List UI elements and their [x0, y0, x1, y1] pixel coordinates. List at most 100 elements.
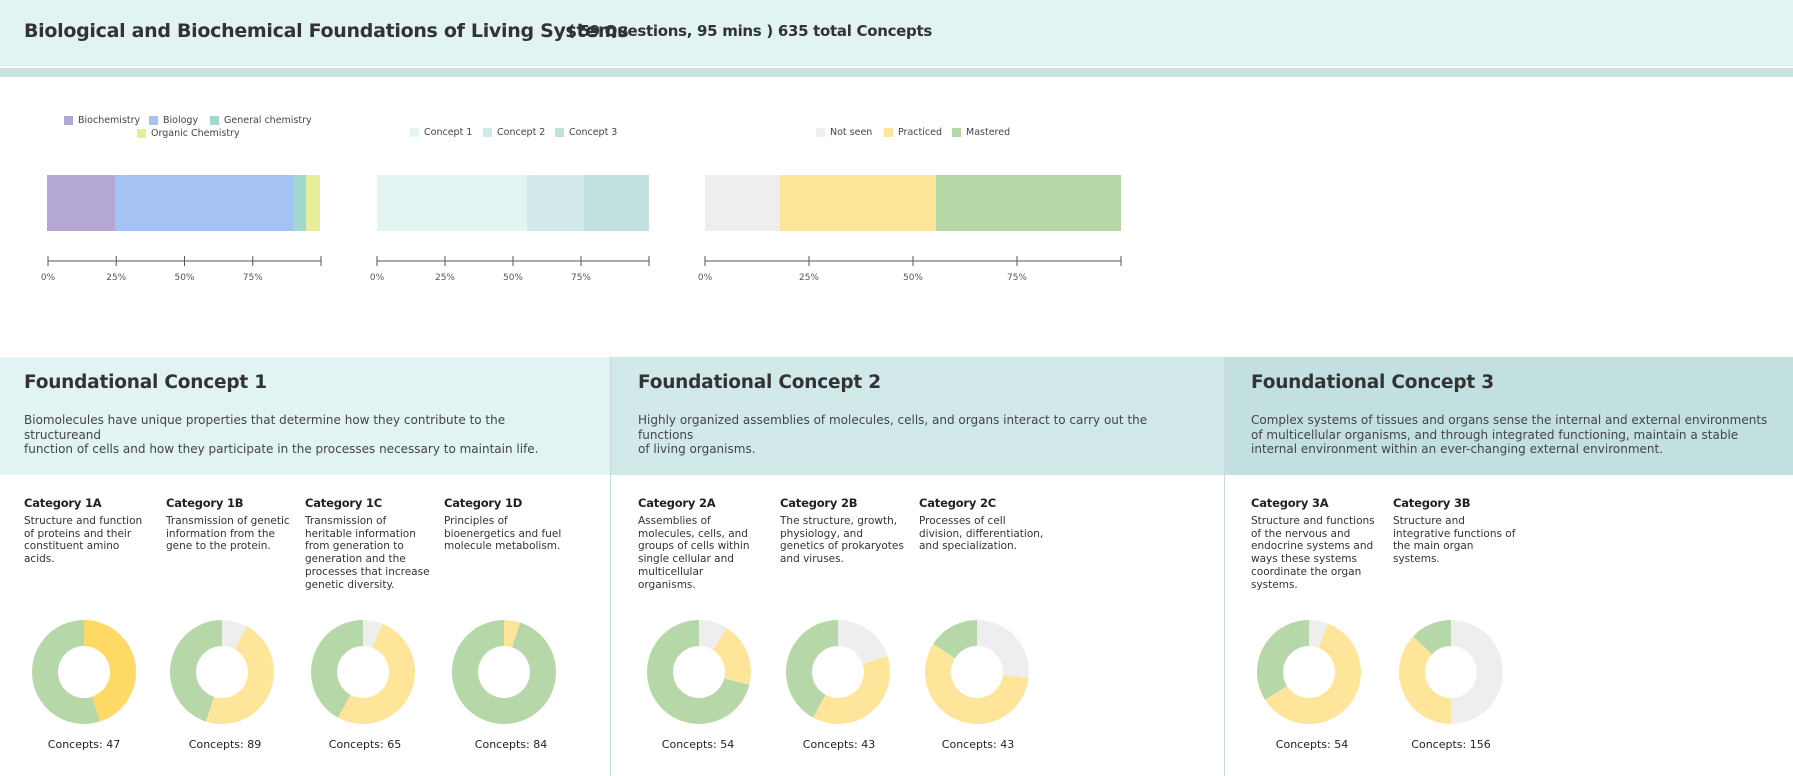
- donut-slice-practiced: [712, 628, 751, 685]
- concept-count-2c: Concepts: 43: [941, 738, 1015, 751]
- bar-segment-concept-3: [583, 175, 649, 231]
- donut-3b: [1399, 620, 1503, 724]
- concepts-bar: [377, 175, 649, 231]
- donut-slice-not-seen: [1309, 620, 1329, 648]
- legend-swatch: [64, 116, 73, 125]
- axis-tick-label: 0%: [370, 273, 385, 283]
- donut-slice-not-seen: [838, 620, 888, 664]
- legend-swatch: [149, 116, 158, 125]
- donut-slice-practiced: [925, 644, 1029, 724]
- concept-2-title: Foundational Concept 2: [638, 372, 881, 393]
- column-divider: [1224, 357, 1225, 776]
- legend-label: Practiced: [898, 127, 942, 138]
- donut-2c: [925, 620, 1029, 724]
- concepts-legend: Concept 1 Concept 2 Concept 3: [410, 127, 650, 141]
- donut-slice-not-seen: [1451, 620, 1503, 724]
- concept-count-1d: Concepts: 84: [474, 738, 548, 751]
- legend-label: Mastered: [966, 127, 1011, 138]
- concept-3-title: Foundational Concept 3: [1251, 372, 1494, 393]
- bar-segment-practiced: [779, 175, 936, 231]
- legend-item-biochemistry: Biochemistry: [64, 115, 140, 126]
- legend-label: Concept 3: [569, 127, 618, 138]
- category-title: Category 2C: [919, 496, 997, 510]
- legend-swatch: [483, 128, 492, 137]
- axis-tick-label: 50%: [903, 273, 923, 283]
- subjects-axis: 0% 25% 50% 75%: [41, 256, 322, 283]
- axis-tick-label: 0%: [41, 273, 56, 283]
- legend-swatch: [952, 128, 961, 137]
- donut-1d: [452, 620, 556, 724]
- category-2c: Category 2C Processes of cell division, d…: [919, 496, 1044, 553]
- legend-label: Not seen: [830, 127, 873, 138]
- legend-label: Biochemistry: [78, 115, 141, 126]
- legend-item-organic-chemistry: Organic Chemistry: [137, 128, 240, 139]
- donut-slice-practiced: [1265, 623, 1361, 724]
- category-description: Structure and integrative functions of t…: [1393, 515, 1516, 566]
- donut-2b: [786, 620, 890, 724]
- legend-swatch: [137, 129, 146, 138]
- bar-segment-concept-2: [526, 175, 584, 231]
- legend-label: Organic Chemistry: [151, 128, 240, 139]
- legend-swatch: [884, 128, 893, 137]
- donut-slice-practiced: [1399, 636, 1451, 724]
- category-title: Category 1B: [166, 496, 244, 510]
- bar-segment-concept-1: [377, 175, 527, 231]
- axis-tick-label: 75%: [243, 273, 263, 283]
- donut-slice-mastered: [647, 620, 750, 724]
- category-2a: Category 2A Assemblies of molecules, cell…: [638, 496, 763, 591]
- donut-slice-not-seen: [699, 620, 727, 651]
- concept-count-2a: Concepts: 54: [661, 738, 735, 751]
- donut-slice-mastered: [452, 620, 556, 724]
- category-title: Category 2A: [638, 496, 716, 510]
- bar-segment-general-chemistry: [292, 175, 307, 231]
- category-description: Principles of bioenergetics and fuel mol…: [444, 515, 562, 553]
- donut-slice-mastered: [169, 620, 222, 722]
- concept-count-1b: Concepts: 89: [188, 738, 262, 751]
- category-description: Processes of cell division, differentiat…: [919, 515, 1044, 553]
- donut-slice-not-seen: [363, 620, 383, 648]
- category-title: Category 1D: [444, 496, 523, 510]
- concept-panel-2: Foundational Concept 2 Highly organized …: [610, 357, 1224, 475]
- donut-slice-mastered: [311, 620, 363, 718]
- subjects-legend: Biochemistry Biology General chemistry O…: [64, 115, 344, 145]
- concept-count-1c: Concepts: 65: [328, 738, 402, 751]
- category-description: Transmission of heritable information fr…: [305, 515, 430, 591]
- donut-2a: [647, 620, 751, 724]
- category-title: Category 2B: [780, 496, 858, 510]
- exam-meta: ( 59 Questions, 95 mins ) 635 total Conc…: [568, 22, 932, 40]
- category-title: Category 1C: [305, 496, 383, 510]
- progress-legend: Not seen Practiced Mastered: [816, 127, 1056, 141]
- donut-slice-not-seen: [222, 620, 248, 650]
- legend-item-not-seen: Not seen: [816, 127, 872, 138]
- subjects-bar: [47, 175, 320, 231]
- legend-item-practiced: Practiced: [884, 127, 942, 138]
- category-1d: Category 1D Principles of bioenergetics a…: [444, 496, 569, 553]
- legend-label: Concept 1: [424, 127, 473, 138]
- axis-tick-label: 25%: [106, 273, 126, 283]
- legend-item-mastered: Mastered: [952, 127, 1010, 138]
- concepts-axis: 0% 25% 50% 75%: [370, 256, 650, 283]
- category-description: Transmission of genetic information from…: [166, 515, 290, 553]
- category-title: Category 1A: [24, 496, 102, 510]
- axis-tick-label: 25%: [799, 273, 819, 283]
- legend-item-concept-3: Concept 3: [555, 127, 617, 138]
- category-1b: Category 1B Transmission of genetic infor…: [166, 496, 291, 553]
- donut-slice-mastered: [933, 620, 977, 659]
- donut-slice-practiced: [812, 655, 890, 724]
- category-description: Assemblies of molecules, cells, and grou…: [638, 515, 750, 591]
- legend-swatch: [555, 128, 564, 137]
- donut-3a: [1257, 620, 1361, 724]
- progress-bar: [705, 175, 1121, 231]
- concept-2-description: Highly organized assemblies of molecules…: [638, 413, 1148, 456]
- category-1a: Category 1A Structure and function of pro…: [24, 496, 149, 566]
- category-3b: Category 3B Structure and integrative fun…: [1393, 496, 1518, 566]
- donut-1b: [169, 620, 275, 724]
- page-header: Biological and Biochemical Foundations o…: [0, 0, 1793, 77]
- concept-count-3a: Concepts: 54: [1275, 738, 1349, 751]
- donut-slice-practiced: [337, 623, 415, 724]
- category-title: Category 3B: [1393, 496, 1471, 510]
- category-description: The structure, growth, physiology, and g…: [780, 515, 904, 566]
- donut-1c: [311, 620, 415, 724]
- bar-segment-organic-chemistry: [306, 175, 320, 231]
- concept-1-description: Biomolecules have unique properties that…: [24, 413, 539, 456]
